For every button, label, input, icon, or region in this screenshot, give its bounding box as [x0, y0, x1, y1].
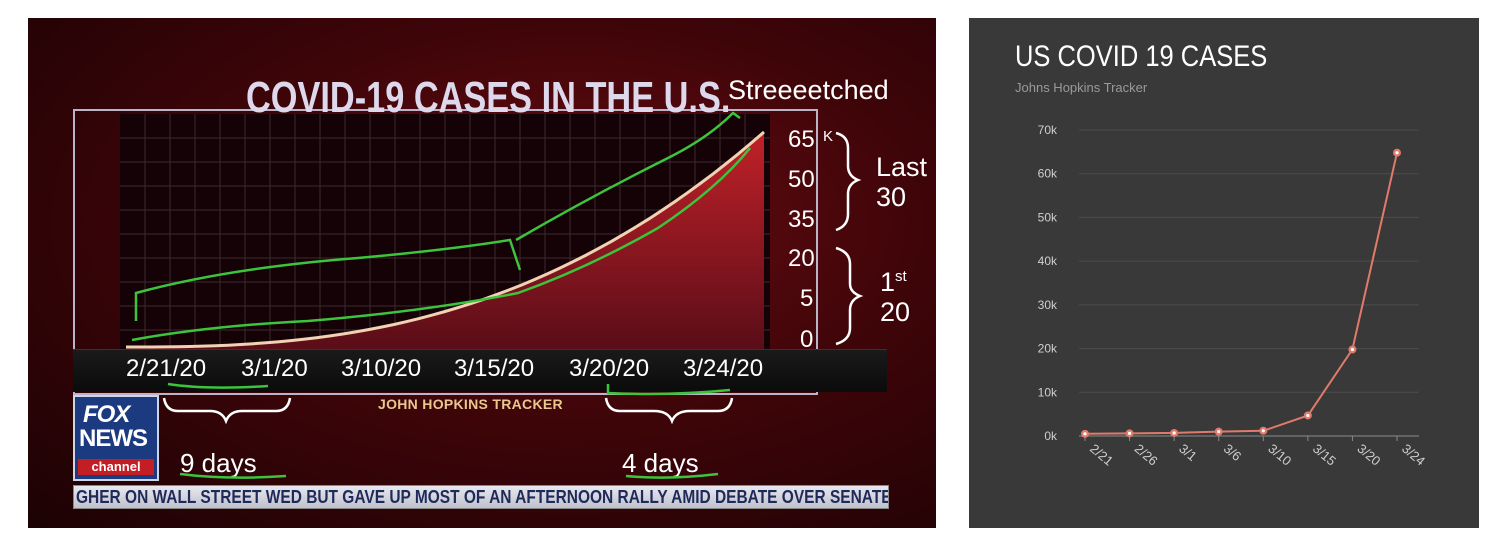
annotation-20-text: 20 [880, 297, 911, 327]
chart-frame [73, 109, 818, 395]
y-tick-label: 50 [788, 166, 815, 193]
y-tick-label: 5 [800, 285, 814, 312]
x-tick-label: 3/1 [1176, 441, 1199, 464]
ticker-text: GHER ON WALL STREET WED BUT GAVE UP MOST… [76, 487, 889, 507]
fox-chart-svg [120, 114, 770, 349]
annotation-1-text: 1 [880, 267, 896, 297]
x-tick-label: 2/21/20 [126, 355, 207, 382]
y-tick-label: 30k [1038, 298, 1058, 312]
x-tick-label: 2/26 [1132, 441, 1161, 469]
data-point-center [1395, 151, 1399, 155]
data-point-center [1217, 430, 1221, 434]
y-tick-label: 0 [800, 326, 814, 353]
x-tick-label: 3/20 [1355, 441, 1384, 469]
annotation-title: Streeeetched [728, 75, 889, 105]
x-tick-label: 3/15/20 [454, 355, 535, 382]
cases-line [1084, 152, 1398, 435]
annotation-st-text: st [895, 268, 907, 285]
data-point-center [1306, 413, 1310, 418]
x-tick-label: 3/24 [1399, 441, 1428, 469]
data-point-center [1083, 432, 1087, 436]
x-tick-label: 3/10 [1265, 441, 1294, 469]
brace-first-dates [162, 397, 292, 425]
y-tick-label: 10k [1038, 385, 1058, 399]
logo-channel-text: channel [78, 459, 154, 475]
y-tick-label: 40k [1038, 254, 1058, 268]
y-tick-label: 70k [1038, 123, 1058, 137]
us-covid-chart-panel: US COVID 19 CASES Johns Hopkins Tracker … [969, 18, 1479, 528]
four-days-label: 4 days [622, 448, 699, 478]
data-point-center [1350, 347, 1355, 352]
annotation-30-text: 30 [876, 182, 907, 212]
chart-title: COVID-19 CASES IN THE U.S. [246, 73, 731, 122]
nine-days-label: 9 days [180, 448, 257, 478]
logo-fox-text: FOX [83, 401, 130, 428]
x-tick-label: 2/21 [1087, 441, 1116, 469]
x-tick-label: 3/15 [1310, 441, 1339, 469]
fox-news-chart-panel: COVID-19 CASES IN THE U.S. Streeeetched … [28, 18, 936, 528]
data-point-center [1261, 429, 1265, 433]
news-ticker: GHER ON WALL STREET WED BUT GAVE UP MOST… [73, 485, 889, 509]
fox-news-logo: FOX NEWS channel [73, 395, 159, 481]
y-tick-label: 50k [1038, 210, 1058, 224]
y-tick-label: 0k [1044, 429, 1058, 443]
annotation-last-30: Last 30 [876, 152, 927, 212]
x-tick-label: 3/20/20 [569, 355, 650, 382]
x-tick-label: 3/6 [1221, 441, 1244, 464]
logo-news-text: NEWS [79, 425, 148, 452]
x-tick-label: 3/24/20 [683, 355, 764, 382]
annotation-first-20: 1st 20 [880, 262, 910, 327]
y-tick-label: 35 [788, 206, 815, 233]
y-tick-label: 60k [1038, 167, 1058, 181]
y-tick-label: 65 [788, 126, 815, 153]
brace-last-dates [604, 397, 734, 425]
y-unit-label: K [823, 128, 834, 145]
line-chart-svg: 0k 10k 20k 30k 40k 50k 60k 70k 2/21 2/26 3/1 3/6 3/1… [1038, 123, 1428, 469]
annotation-last-text: Last [876, 152, 928, 182]
title-row: COVID-19 CASES IN THE U.S. Streeeetched [28, 73, 936, 123]
chart-title: US COVID 19 CASES [1015, 40, 1268, 73]
data-point-center [1127, 431, 1132, 435]
x-tick-label: 3/1/20 [241, 355, 308, 382]
data-point-center [1172, 431, 1176, 435]
x-tick-label: 3/10/20 [341, 355, 422, 382]
brace-first-20 [835, 246, 864, 346]
y-tick-label: 20k [1038, 342, 1058, 356]
y-tick-label: 20 [788, 245, 815, 272]
tracker-label: JOHN HOPKINS TRACKER [378, 396, 563, 412]
chart-subtitle: Johns Hopkins Tracker [1015, 80, 1148, 95]
plot-area [120, 114, 770, 349]
brace-last-30 [835, 131, 862, 232]
